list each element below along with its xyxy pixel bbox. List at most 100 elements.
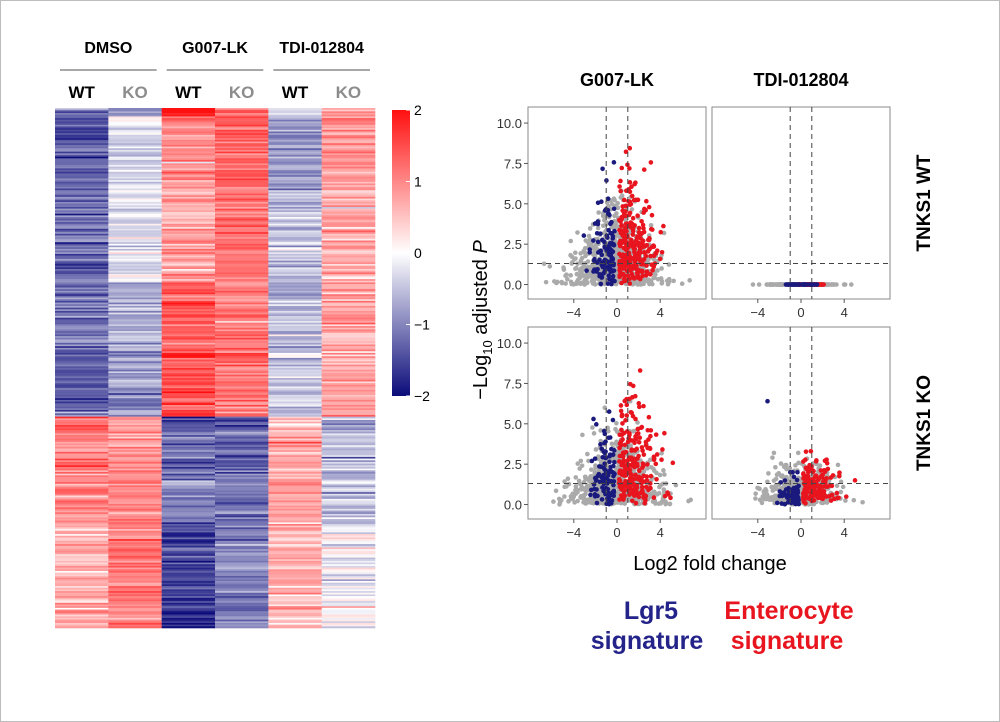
heatmap-cell <box>55 448 109 451</box>
heatmap-cell <box>108 195 162 198</box>
heatmap-cell <box>108 354 162 357</box>
heatmap-cell <box>161 461 216 464</box>
heatmap-cell <box>321 212 376 214</box>
volcano-point-enterocyte <box>631 276 637 281</box>
heatmap-cell <box>55 431 109 434</box>
heatmap-cell <box>108 356 162 359</box>
heatmap-cell <box>268 391 322 394</box>
heatmap-cell <box>161 265 216 268</box>
heatmap-cell <box>321 294 376 297</box>
heatmap-cell <box>55 564 109 567</box>
heatmap-cell <box>161 510 216 513</box>
heatmap-cell <box>321 562 376 565</box>
heatmap-cell <box>268 520 322 523</box>
heatmap-cell <box>268 126 322 129</box>
heatmap-cell <box>215 458 269 461</box>
heatmap-cell <box>321 404 376 407</box>
heatmap-cell <box>108 316 162 318</box>
volcano-point-enterocyte <box>803 500 808 506</box>
heatmap-cell <box>55 329 109 332</box>
heatmap-cell <box>55 205 109 208</box>
heatmap-cell <box>161 310 216 313</box>
heatmap-cell <box>321 368 376 370</box>
colorbar-tick-label: 0 <box>414 245 422 261</box>
heatmap-cell <box>55 191 109 194</box>
volcano-point-enterocyte <box>811 468 816 474</box>
volcano-point-enterocyte <box>629 193 635 199</box>
volcano-point-lgr5 <box>604 233 610 238</box>
heatmap-cell <box>215 554 269 557</box>
heatmap-cell <box>55 136 109 139</box>
heatmap-cell <box>108 564 162 567</box>
volcano-point-enterocyte <box>654 452 660 457</box>
heatmap-cell <box>215 299 269 302</box>
volcano-point-enterocyte <box>618 408 624 414</box>
heatmap-cell <box>55 165 109 168</box>
heatmap-cell <box>161 217 216 220</box>
heatmap-column-label: KO <box>122 83 148 102</box>
volcano-point-other <box>591 500 596 506</box>
heatmap-cell <box>55 322 109 325</box>
heatmap-cell <box>321 237 376 240</box>
heatmap-cell <box>215 190 269 193</box>
heatmap-cell <box>108 297 162 300</box>
volcano-point-other <box>777 282 783 287</box>
heatmap-cell <box>55 621 109 624</box>
heatmap-cell <box>321 356 376 359</box>
heatmap-cell <box>268 275 322 278</box>
volcano-point-enterocyte <box>623 213 628 219</box>
heatmap-cell <box>321 357 376 360</box>
heatmap-cell <box>215 602 269 605</box>
volcano-point-lgr5 <box>594 500 600 506</box>
heatmap-cell <box>108 487 162 490</box>
heatmap-cell <box>161 181 216 184</box>
volcano-point-enterocyte <box>630 413 636 419</box>
heatmap-cell <box>215 144 269 147</box>
heatmap-cell <box>55 428 109 431</box>
heatmap-cell <box>268 550 322 553</box>
heatmap-cell <box>268 193 322 196</box>
heatmap-cell <box>161 223 216 226</box>
heatmap-cell <box>215 621 269 624</box>
heatmap-cell <box>108 267 162 270</box>
heatmap-cell <box>108 378 162 381</box>
heatmap-cell <box>108 124 162 127</box>
heatmap-cell <box>161 264 216 266</box>
heatmap-cell <box>321 545 376 548</box>
heatmap-cell <box>215 383 269 386</box>
volcano-point-enterocyte <box>637 475 643 481</box>
volcano-point-other <box>613 441 618 446</box>
volcano-point-lgr5 <box>610 262 615 267</box>
heatmap-cell <box>161 505 216 508</box>
heatmap-cell <box>55 143 109 146</box>
heatmap-cell <box>321 326 376 329</box>
heatmap-cell <box>108 505 162 508</box>
heatmap-cell <box>55 250 109 253</box>
heatmap-cell <box>215 185 269 188</box>
heatmap-cell <box>321 242 376 245</box>
heatmap-cell <box>55 359 109 362</box>
heatmap-cell <box>161 567 216 570</box>
heatmap-cell <box>108 321 162 324</box>
volcano-point-enterocyte <box>824 457 829 462</box>
heatmap-cell <box>268 524 322 526</box>
heatmap-cell <box>321 119 376 122</box>
volcano-point-other <box>771 450 777 456</box>
heatmap-cell <box>268 139 322 142</box>
heatmap-cell <box>215 596 269 599</box>
heatmap-cell <box>321 131 376 134</box>
volcano-point-enterocyte <box>646 204 652 210</box>
heatmap-cell <box>161 272 216 275</box>
volcano-point-enterocyte <box>635 426 641 432</box>
heatmap-cell <box>268 351 322 354</box>
volcano-column-title: TDI-012804 <box>753 70 848 90</box>
volcano-point-other <box>568 494 574 499</box>
heatmap-cell <box>321 540 376 543</box>
volcano-point-other <box>654 492 660 497</box>
heatmap-cell <box>55 113 109 116</box>
heatmap-cell <box>268 235 322 238</box>
heatmap-cell <box>268 285 322 288</box>
heatmap-cell <box>268 312 322 315</box>
heatmap-cell <box>215 404 269 407</box>
heatmap-cell <box>55 232 109 235</box>
